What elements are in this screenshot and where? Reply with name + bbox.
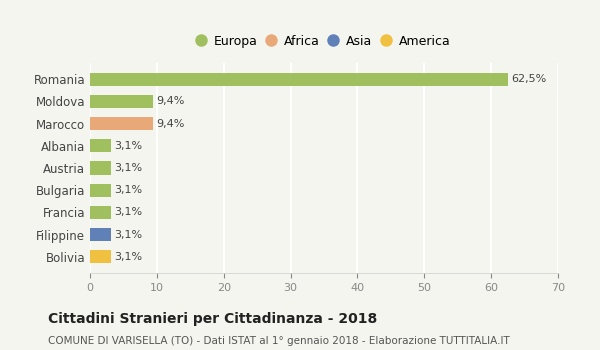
Bar (90, 250, 111, 264)
Text: 9,4%: 9,4% (156, 96, 185, 106)
Text: 9,4%: 9,4% (156, 119, 185, 128)
Text: 62,5%: 62,5% (511, 74, 547, 84)
Legend: Europa, Africa, Asia, America: Europa, Africa, Asia, America (194, 32, 454, 52)
Bar (90, 206, 111, 219)
Bar (90, 95, 153, 108)
Bar (90, 117, 153, 130)
Text: 3,1%: 3,1% (114, 208, 142, 217)
Bar (90, 161, 111, 175)
Bar (90, 72, 508, 86)
Text: 3,1%: 3,1% (114, 141, 142, 151)
Text: 3,1%: 3,1% (114, 252, 142, 262)
Bar (90, 183, 111, 197)
Bar (90, 139, 111, 153)
Text: 3,1%: 3,1% (114, 163, 142, 173)
Bar (90, 228, 111, 241)
Text: 3,1%: 3,1% (114, 230, 142, 240)
Text: 3,1%: 3,1% (114, 185, 142, 195)
Text: Cittadini Stranieri per Cittadinanza - 2018: Cittadini Stranieri per Cittadinanza - 2… (48, 312, 377, 326)
Text: COMUNE DI VARISELLA (TO) - Dati ISTAT al 1° gennaio 2018 - Elaborazione TUTTITAL: COMUNE DI VARISELLA (TO) - Dati ISTAT al… (48, 336, 510, 346)
